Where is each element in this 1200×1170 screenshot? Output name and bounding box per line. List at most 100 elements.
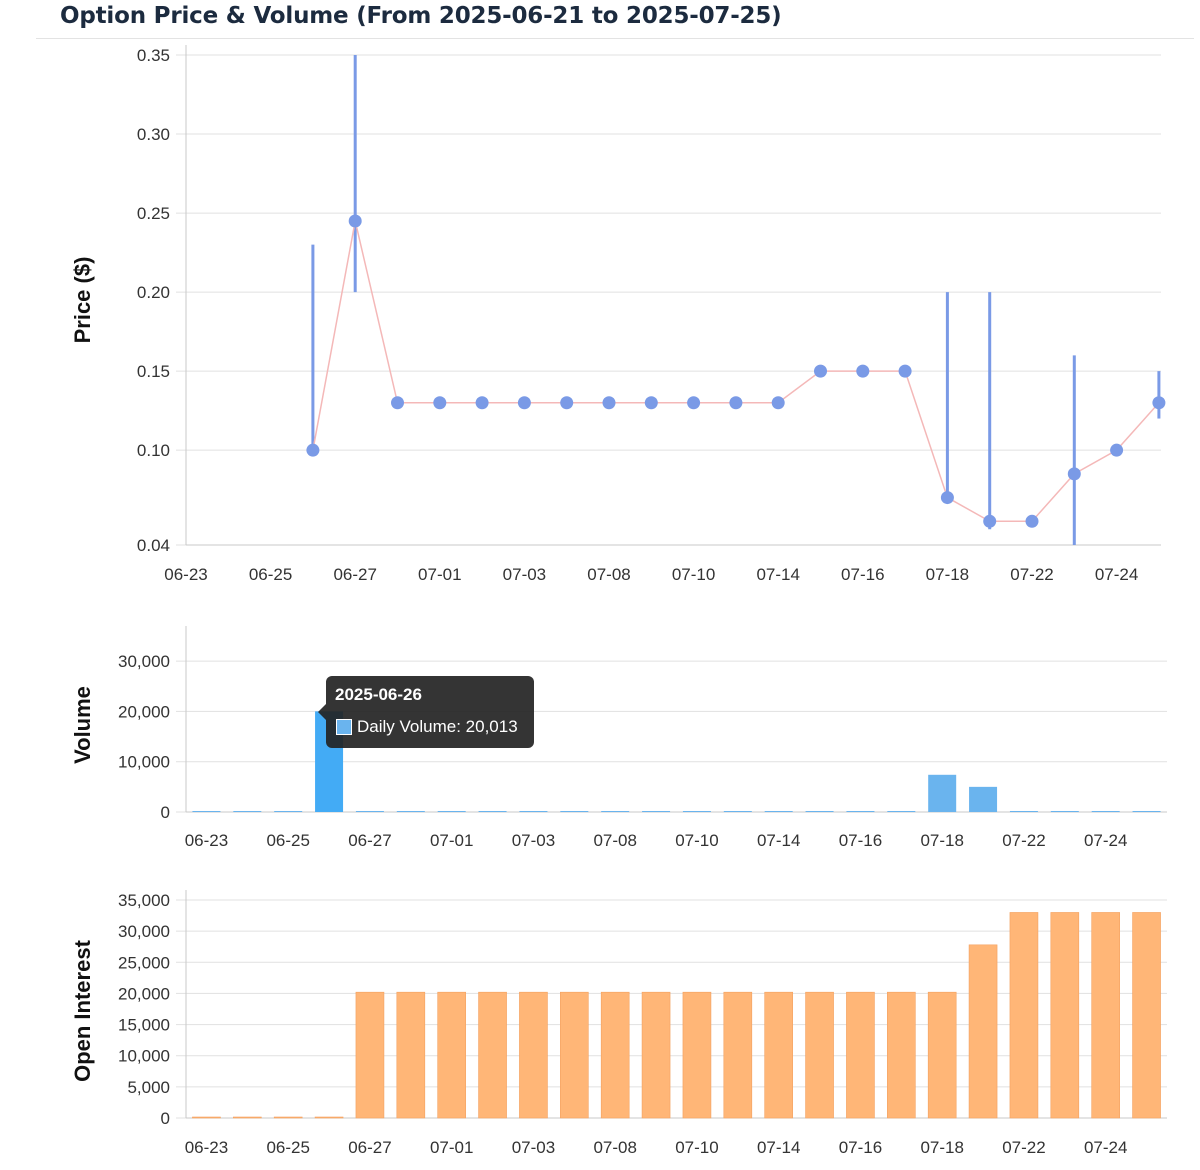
volume-y-axis-title: Volume bbox=[70, 686, 95, 764]
open-interest-bar bbox=[273, 1116, 303, 1119]
price-x-tick-label: 07-10 bbox=[672, 565, 715, 584]
volume-x-tick-label: 07-18 bbox=[920, 831, 963, 850]
open-interest-x-tick-label: 07-08 bbox=[593, 1138, 636, 1157]
open-interest-y-axis-title: Open Interest bbox=[70, 939, 95, 1081]
volume-x-tick-label: 07-16 bbox=[839, 831, 882, 850]
open-interest-bar bbox=[846, 991, 875, 1119]
open-interest-x-tick-label: 07-03 bbox=[512, 1138, 555, 1157]
volume-bar bbox=[764, 811, 793, 812]
price-point bbox=[898, 364, 912, 378]
open-interest-x-tick-label: 07-01 bbox=[430, 1138, 473, 1157]
volume-bar bbox=[274, 811, 303, 812]
price-point bbox=[814, 364, 827, 378]
open-interest-bar bbox=[355, 991, 385, 1119]
price-point bbox=[602, 396, 616, 410]
open-interest-bar bbox=[641, 991, 671, 1119]
price-point bbox=[433, 396, 447, 410]
volume-bar bbox=[478, 811, 507, 812]
volume-bar bbox=[1132, 811, 1161, 812]
open-interest-x-tick-label: 07-22 bbox=[1002, 1138, 1045, 1157]
title-divider bbox=[36, 38, 1194, 39]
volume-bar bbox=[682, 811, 711, 812]
price-x-tick-label: 07-14 bbox=[756, 565, 799, 584]
price-y-tick-label: 0.15 bbox=[137, 362, 170, 381]
volume-x-tick-label: 07-10 bbox=[675, 831, 718, 850]
open-interest-y-tick-label: 20,000 bbox=[118, 984, 170, 1003]
price-point bbox=[391, 396, 404, 410]
open-interest-bar bbox=[1050, 912, 1080, 1119]
price-point bbox=[475, 396, 489, 410]
open-interest-y-tick-label: 15,000 bbox=[118, 1016, 170, 1035]
volume-y-tick-label: 0 bbox=[161, 803, 170, 822]
price-y-tick-label: 0.10 bbox=[137, 441, 170, 460]
price-point bbox=[517, 396, 531, 410]
open-interest-x-tick-label: 06-23 bbox=[185, 1138, 228, 1157]
volume-bar bbox=[1091, 811, 1120, 812]
price-point bbox=[687, 396, 701, 410]
price-point bbox=[729, 396, 743, 410]
open-interest-bar bbox=[560, 991, 589, 1119]
volume-bar bbox=[601, 811, 630, 812]
volume-bar bbox=[642, 811, 671, 812]
price-x-tick-label: 06-27 bbox=[333, 565, 376, 584]
open-interest-bar bbox=[437, 991, 466, 1119]
open-interest-x-tick-label: 07-24 bbox=[1084, 1138, 1127, 1157]
volume-x-tick-label: 07-22 bbox=[1002, 831, 1045, 850]
price-point bbox=[644, 396, 658, 410]
price-x-tick-label: 06-23 bbox=[164, 565, 207, 584]
price-point bbox=[771, 396, 785, 410]
open-interest-bar bbox=[968, 944, 998, 1119]
price-point bbox=[983, 514, 997, 528]
volume-x-tick-label: 07-24 bbox=[1084, 831, 1127, 850]
volume-bar bbox=[355, 811, 384, 812]
volume-bar bbox=[396, 811, 425, 812]
volume-y-tick-label: 30,000 bbox=[118, 652, 170, 671]
price-x-tick-label: 07-16 bbox=[841, 565, 884, 584]
price-y-tick-label: 0.35 bbox=[137, 46, 170, 65]
volume-bar bbox=[560, 811, 589, 812]
price-y-tick-label: 0.20 bbox=[137, 283, 170, 302]
open-interest-bar bbox=[314, 1116, 344, 1119]
open-interest-bar bbox=[1091, 912, 1120, 1119]
price-y-tick-label: 0.25 bbox=[137, 204, 170, 223]
open-interest-y-tick-label: 5,000 bbox=[127, 1078, 170, 1097]
open-interest-bar bbox=[927, 991, 957, 1119]
volume-x-tick-label: 07-03 bbox=[512, 831, 555, 850]
price-point bbox=[1025, 514, 1039, 528]
volume-bar bbox=[723, 811, 752, 812]
volume-y-tick-label: 20,000 bbox=[118, 702, 170, 721]
open-interest-x-tick-label: 06-27 bbox=[348, 1138, 391, 1157]
volume-bar bbox=[928, 774, 957, 812]
open-interest-bar bbox=[233, 1116, 262, 1119]
open-interest-bar bbox=[723, 991, 753, 1119]
price-point bbox=[1067, 467, 1081, 481]
open-interest-x-tick-label: 07-10 bbox=[675, 1138, 718, 1157]
volume-bar bbox=[846, 811, 875, 812]
open-interest-bar bbox=[887, 991, 916, 1119]
open-interest-bar bbox=[764, 991, 793, 1119]
open-interest-bar bbox=[682, 991, 712, 1119]
price-x-tick-label: 07-08 bbox=[587, 565, 630, 584]
volume-x-tick-label: 06-23 bbox=[185, 831, 228, 850]
volume-x-tick-label: 06-27 bbox=[348, 831, 391, 850]
volume-y-tick-label: 10,000 bbox=[118, 753, 170, 772]
tooltip-arrow bbox=[318, 704, 326, 720]
price-point bbox=[1152, 396, 1166, 410]
price-x-tick-label: 07-01 bbox=[418, 565, 461, 584]
open-interest-x-tick-label: 07-16 bbox=[839, 1138, 882, 1157]
open-interest-y-tick-label: 10,000 bbox=[118, 1047, 170, 1066]
volume-tooltip: 2025-06-26 Daily Volume: 20,013 bbox=[318, 676, 534, 748]
volume-bar bbox=[887, 811, 916, 812]
open-interest-x-tick-label: 07-14 bbox=[757, 1138, 800, 1157]
open-interest-bar bbox=[600, 991, 630, 1119]
open-interest-y-tick-label: 25,000 bbox=[118, 953, 170, 972]
price-point bbox=[560, 396, 574, 410]
price-x-tick-label: 06-25 bbox=[249, 565, 292, 584]
volume-bar bbox=[192, 811, 221, 812]
open-interest-bar bbox=[805, 991, 834, 1119]
volume-x-tick-label: 06-25 bbox=[266, 831, 309, 850]
open-interest-bar bbox=[192, 1116, 221, 1119]
price-x-tick-label: 07-24 bbox=[1095, 565, 1138, 584]
price-x-tick-label: 07-03 bbox=[503, 565, 546, 584]
